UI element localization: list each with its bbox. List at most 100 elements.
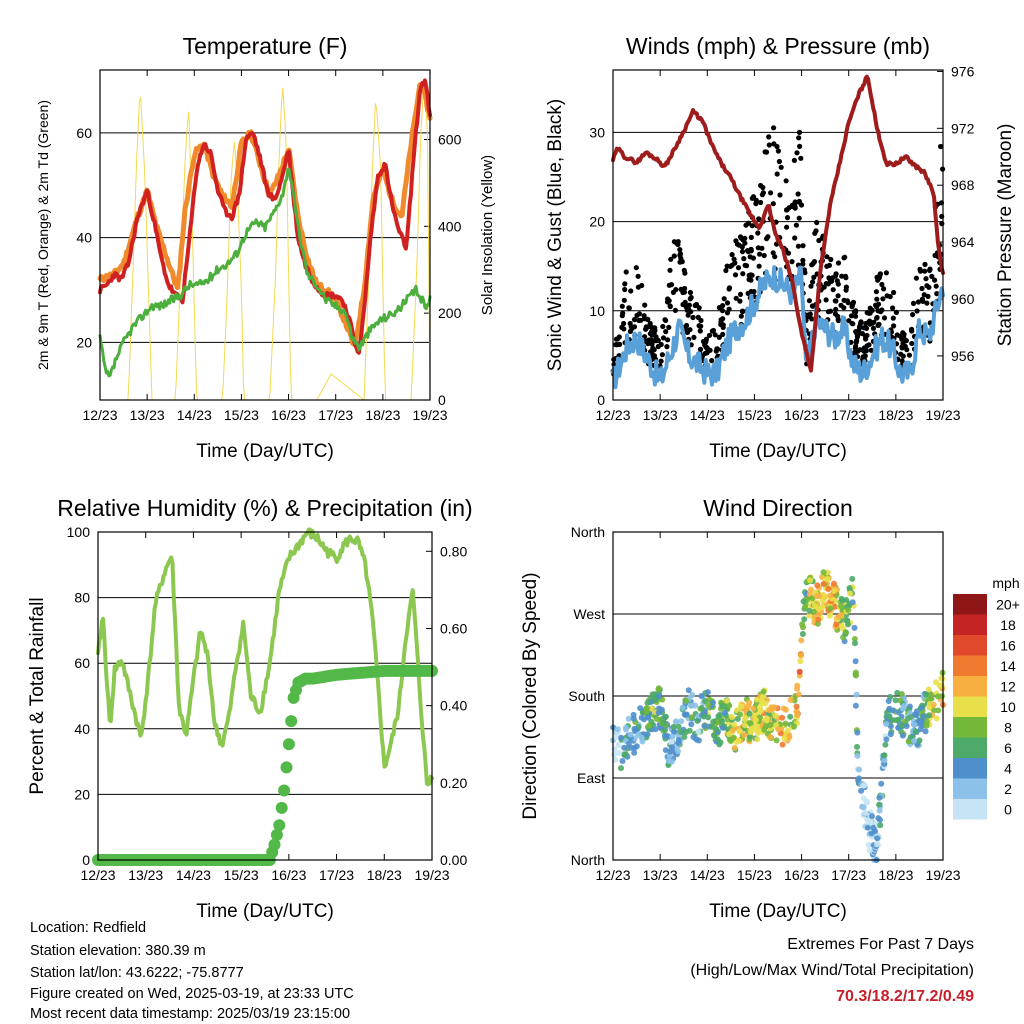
gust-point: [677, 259, 683, 265]
direction-point: [695, 728, 702, 735]
direction-point: [704, 689, 711, 696]
direction-point: [864, 824, 871, 831]
direction-point: [754, 736, 761, 743]
legend-title: mph: [992, 575, 1019, 591]
direction-x-tick-label: 12/23: [595, 867, 630, 883]
direction-point: [921, 713, 928, 720]
direction-point: [866, 847, 873, 854]
direction-point: [750, 705, 757, 712]
winds-x-tick-label: 17/23: [831, 407, 866, 423]
gust-point: [621, 320, 627, 327]
gust-point: [910, 312, 916, 318]
direction-point: [616, 750, 623, 756]
direction-point: [694, 717, 701, 724]
temperature-x-tick-label: 15/23: [224, 407, 259, 423]
direction-point: [741, 732, 748, 739]
direction-point: [683, 697, 690, 704]
direction-point: [711, 732, 718, 739]
direction-point: [911, 721, 918, 728]
direction-point: [852, 702, 859, 709]
direction-point: [930, 701, 937, 708]
direction-point: [668, 738, 675, 745]
humidity-y2-tick-label: 0.80: [440, 543, 467, 559]
gust-point: [723, 267, 729, 274]
gust-point: [775, 148, 782, 154]
gust-point: [697, 346, 704, 352]
gust-point: [671, 239, 678, 245]
direction-point: [761, 726, 768, 733]
direction-point: [871, 828, 878, 834]
gust-point: [920, 298, 926, 304]
temperature-y2-tick-label: 400: [438, 218, 462, 234]
direction-point: [820, 569, 827, 576]
gust-point: [793, 222, 800, 228]
gust-point: [883, 270, 890, 276]
gust-point: [894, 332, 900, 338]
legend-swatch: [953, 737, 987, 758]
direction-point: [852, 640, 858, 647]
temperature-y-tick-label: 60: [76, 125, 92, 141]
direction-point: [734, 715, 741, 722]
gust-point: [778, 164, 784, 170]
gust-point: [921, 292, 927, 298]
direction-point: [938, 682, 945, 689]
gust-point: [827, 277, 833, 283]
gust-point: [635, 284, 642, 290]
gust-point: [732, 272, 739, 278]
direction-point: [660, 719, 667, 726]
gust-point: [917, 268, 924, 274]
gust-point: [761, 252, 767, 259]
station-latlon: Station lat/lon: 43.6222; -75.8777: [30, 965, 244, 981]
gust-point: [671, 253, 677, 259]
gust-point: [735, 265, 742, 271]
gust-point: [881, 315, 888, 321]
direction-x-tick-label: 14/23: [690, 867, 725, 883]
gust-point: [668, 282, 675, 288]
direction-point: [853, 691, 860, 698]
gust-point: [934, 291, 940, 297]
gust-point: [747, 254, 753, 260]
gust-point: [861, 347, 868, 353]
direction-point: [793, 703, 800, 710]
humidity-x-tick-label: 14/23: [176, 867, 211, 883]
gust-point: [899, 345, 905, 351]
gust-point: [824, 254, 830, 260]
winds-y2-axis-label: Station Pressure (Maroon): [995, 124, 1016, 347]
direction-point: [800, 624, 806, 631]
direction-point: [652, 726, 659, 733]
direction-point: [726, 702, 733, 709]
gust-point: [641, 313, 647, 319]
legend-label: 20+: [996, 596, 1020, 612]
gust-point: [783, 178, 789, 184]
precip-point: [275, 801, 288, 814]
gust-point: [812, 230, 818, 236]
direction-point: [726, 731, 733, 738]
gust-point: [771, 141, 777, 147]
winds-y-axis-label: Sonic Wind & Gust (Blue, Black): [545, 99, 566, 371]
gust-point: [811, 274, 817, 280]
winds-plot-border: [612, 69, 944, 401]
gust-point: [655, 343, 661, 350]
gust-point: [874, 304, 880, 310]
gust-point: [753, 197, 759, 203]
gust-point: [721, 296, 727, 302]
gust-point: [807, 311, 813, 317]
direction-point: [719, 703, 726, 710]
winds-x-tick-label: 15/23: [737, 407, 772, 423]
winds-x-tick-label: 12/23: [595, 407, 630, 423]
direction-point: [638, 734, 645, 741]
direction-point: [708, 723, 715, 730]
direction-point: [849, 575, 856, 582]
direction-point: [819, 597, 826, 604]
gust-point: [890, 315, 896, 321]
direction-point: [854, 729, 861, 736]
direction-point: [838, 603, 845, 610]
direction-point: [876, 794, 883, 801]
direction-point: [832, 603, 839, 610]
humidity-y-tick-label: 80: [74, 590, 90, 606]
direction-point: [633, 743, 640, 750]
direction-point: [798, 637, 805, 644]
direction-point: [894, 689, 901, 696]
gust-point: [923, 276, 929, 282]
gust-point: [766, 142, 772, 148]
